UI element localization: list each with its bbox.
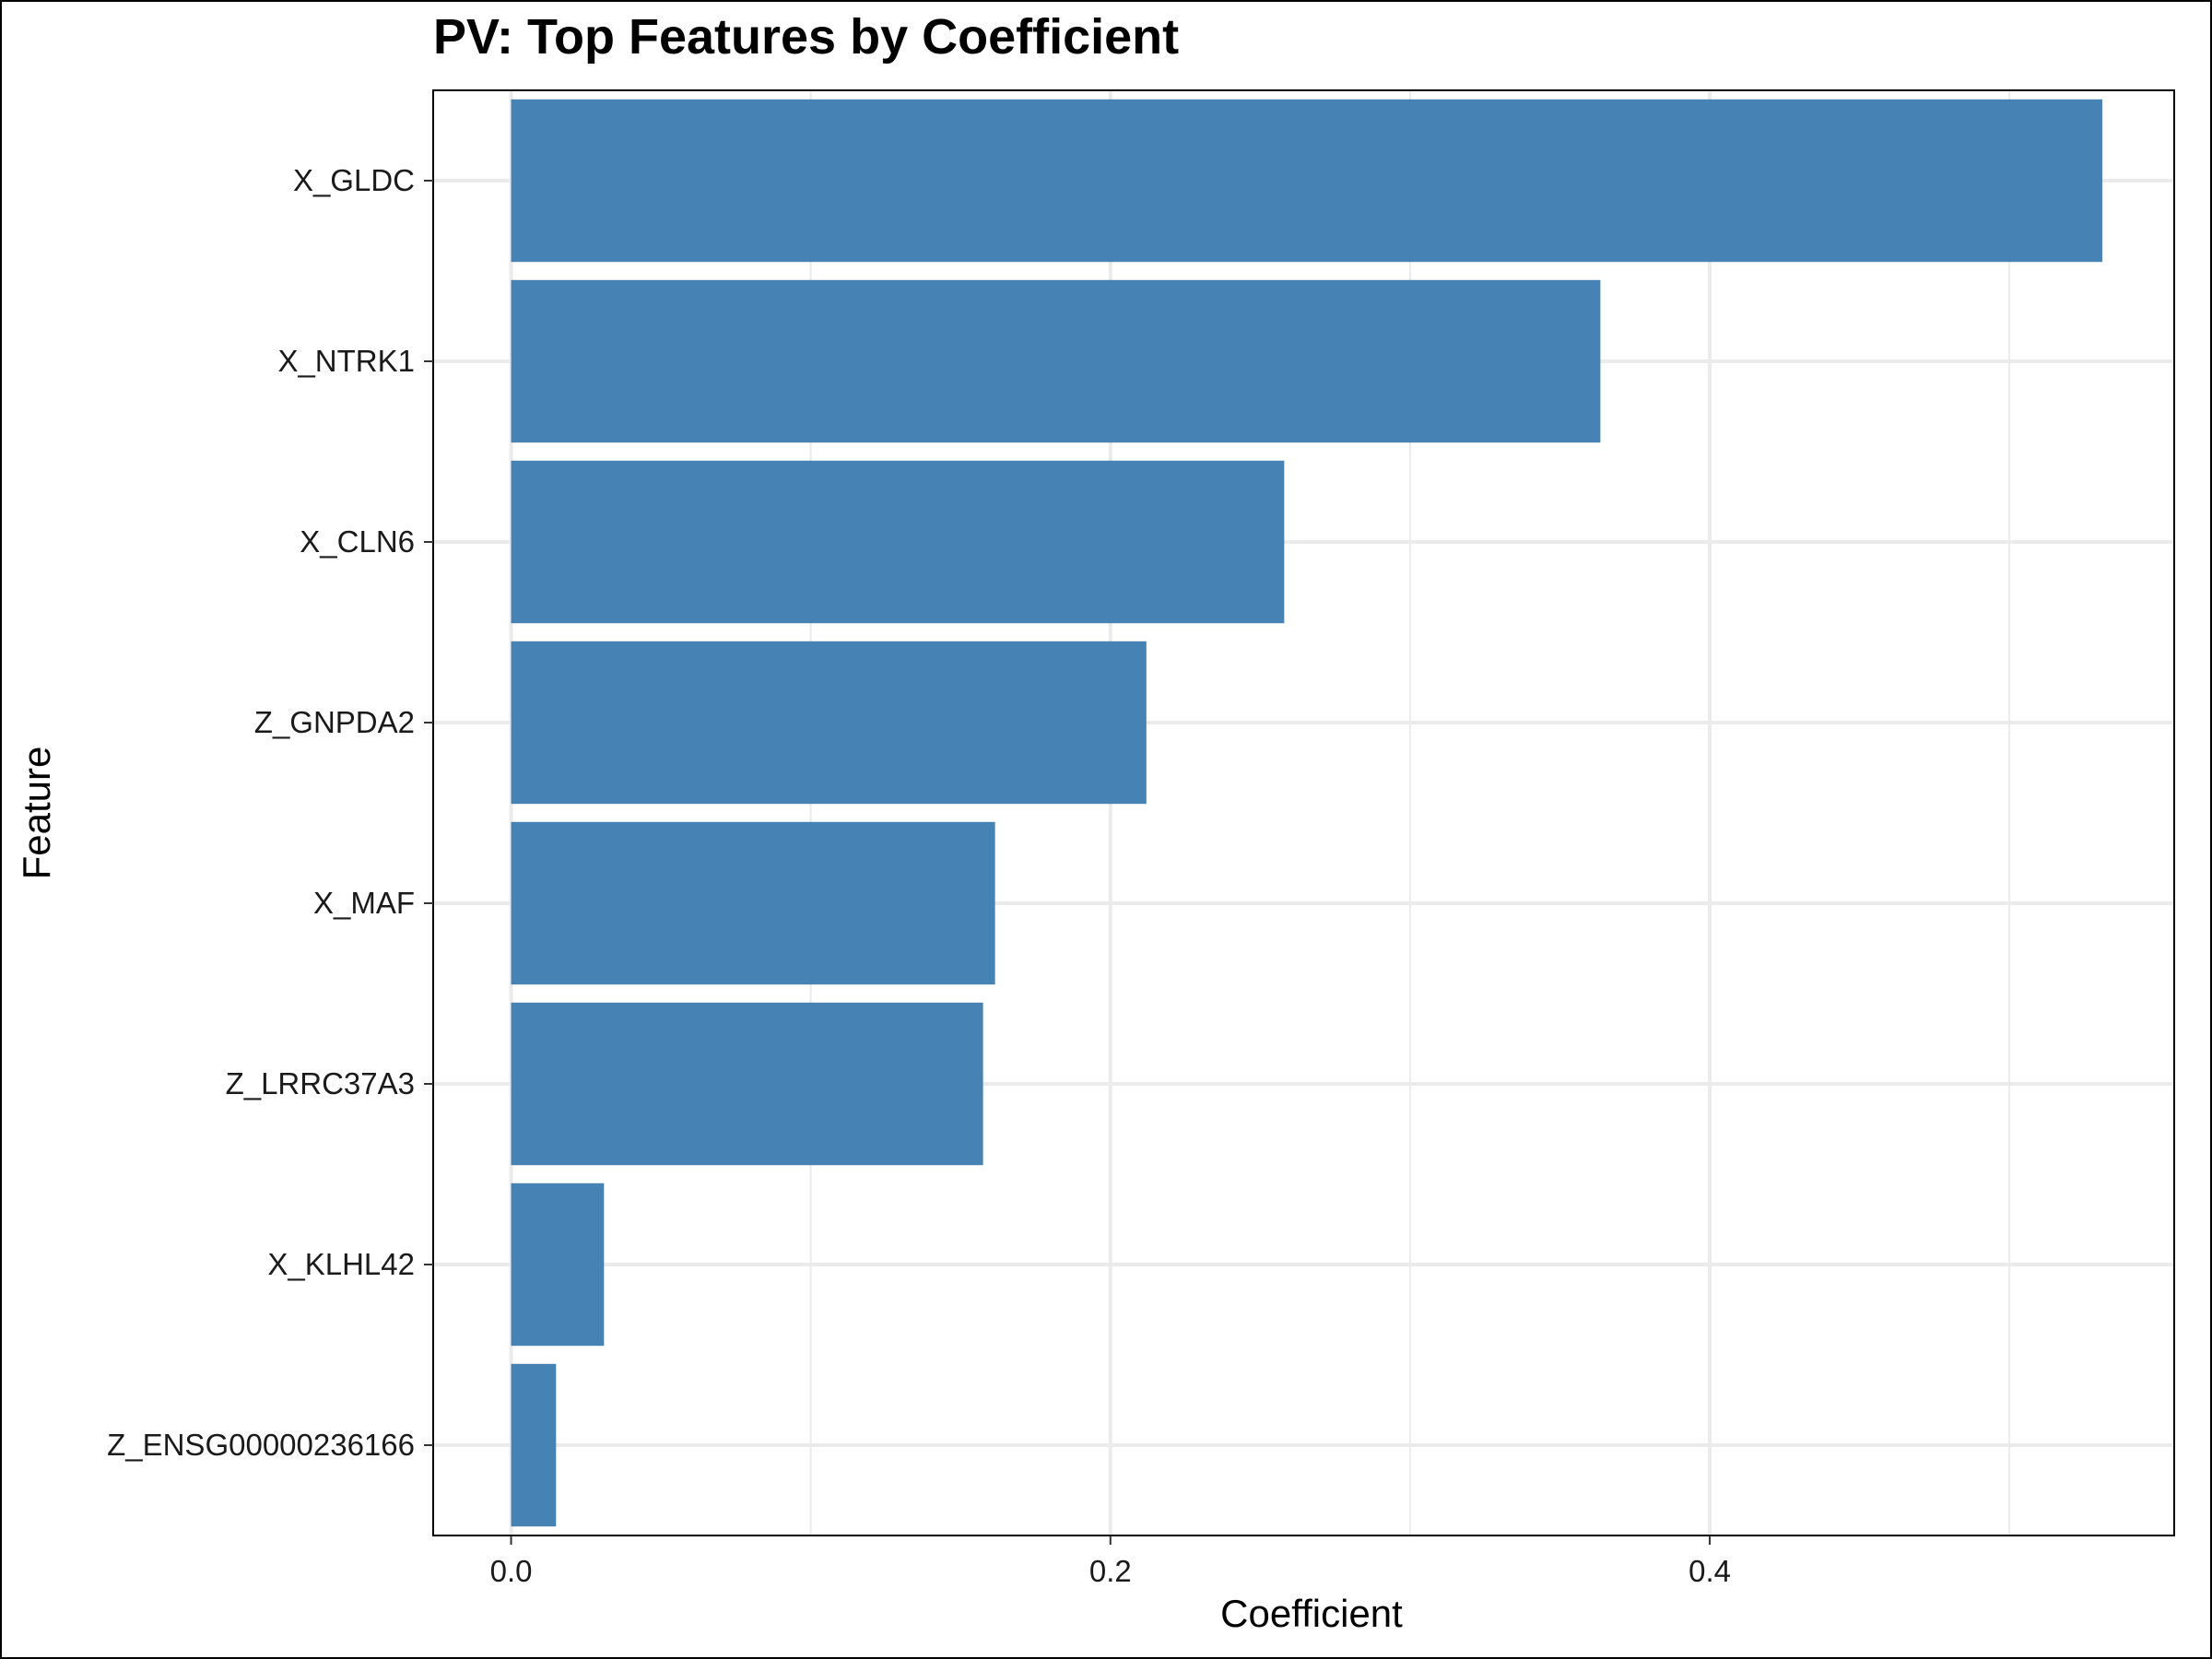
y-tick-label: Z_GNPDA2 [254,705,415,739]
y-tick-label: Z_LRRC37A3 [226,1066,415,1100]
y-tick-label: X_MAF [313,886,415,920]
chart-title: PV: Top Features by Coefficient [433,9,1179,65]
y-tick-label: X_KLHL42 [267,1247,415,1281]
bar [511,641,1147,805]
bar [511,99,2102,263]
y-tick-label: X_GLDC [293,163,415,197]
bar [511,460,1285,624]
x-axis-title: Coefficient [1220,1592,1403,1635]
y-tick-label: X_CLN6 [300,524,415,559]
bar [511,279,1601,443]
x-axis: 0.0 0.2 0.4 [490,1535,1731,1588]
y-axis: X_GLDC X_NTRK1 X_CLN6 Z_GNPDA2 X_MAF Z_LRRC37… [107,163,433,1462]
x-tick-label: 0.4 [1688,1554,1731,1588]
y-axis-title: Feature [15,747,58,880]
bar [511,1182,605,1347]
x-tick-label: 0.2 [1089,1554,1132,1588]
plot-panel-border [432,89,2175,1536]
bar [511,1363,557,1527]
y-tick-label: X_NTRK1 [277,344,415,378]
x-tick-label: 0.0 [490,1554,533,1588]
bar [511,1002,983,1166]
y-tick-label: Z_ENSG00000236166 [107,1428,415,1462]
bar [511,821,995,985]
bar-layer [511,99,2102,1527]
